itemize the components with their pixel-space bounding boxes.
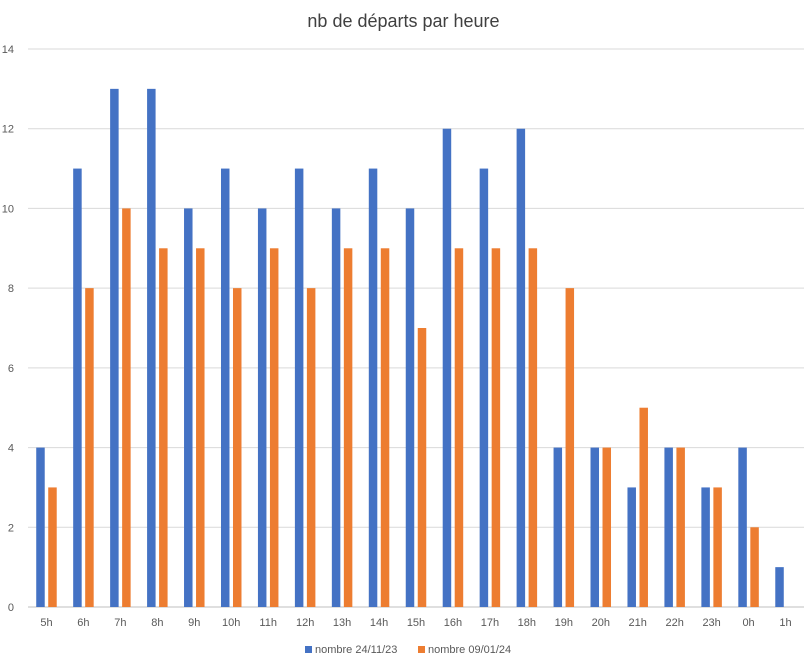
legend-swatch-series-1 xyxy=(305,646,312,653)
bar-19h-series-2 xyxy=(565,288,575,607)
bar-13h-series-1 xyxy=(331,208,341,607)
x-tick-label: 18h xyxy=(518,617,536,629)
bar-10h-series-1 xyxy=(220,168,230,608)
x-tick-label: 19h xyxy=(555,617,573,629)
bar-17h-series-2 xyxy=(491,248,501,608)
bar-8h-series-1 xyxy=(147,88,156,608)
x-tick-label: 23h xyxy=(702,617,720,629)
y-tick-label: 12 xyxy=(2,124,14,136)
bar-5h-series-1 xyxy=(36,447,45,607)
y-axis-ticks: 0 2 4 6 8 10 12 14 xyxy=(2,44,14,614)
y-tick-label: 6 xyxy=(8,363,14,375)
bar-7h-series-1 xyxy=(110,88,119,608)
bar-23h-series-2 xyxy=(713,487,722,607)
bar-9h-series-1 xyxy=(184,208,193,607)
bar-0h-series-2 xyxy=(750,527,759,607)
y-tick-label: 0 xyxy=(8,602,14,614)
bar-6h-series-1 xyxy=(73,168,82,608)
legend-label-series-1: nombre 24/11/23 xyxy=(315,644,397,656)
bar-9h-series-2 xyxy=(196,248,205,608)
bar-12h-series-1 xyxy=(294,168,304,608)
x-tick-label: 13h xyxy=(333,617,351,629)
bar-1h-series-1 xyxy=(775,567,784,607)
x-tick-label: 17h xyxy=(481,617,499,629)
gridlines xyxy=(28,48,804,608)
bar-19h-series-1 xyxy=(553,447,563,607)
bar-18h-series-2 xyxy=(528,248,538,608)
bar-5h-series-2 xyxy=(48,487,57,607)
x-tick-label: 22h xyxy=(665,617,683,629)
bar-21h-series-1 xyxy=(627,487,636,607)
x-tick-label: 7h xyxy=(114,617,126,629)
bar-10h-series-2 xyxy=(232,288,242,607)
y-tick-label: 10 xyxy=(2,203,14,215)
bar-13h-series-2 xyxy=(343,248,353,608)
y-tick-label: 14 xyxy=(2,44,14,56)
bar-15h-series-1 xyxy=(405,208,415,607)
legend: nombre 24/11/23 nombre 09/01/24 xyxy=(305,644,511,656)
x-tick-label: 0h xyxy=(742,617,754,629)
bar-18h-series-1 xyxy=(516,128,526,607)
x-tick-label: 8h xyxy=(151,617,163,629)
bar-16h-series-1 xyxy=(442,128,452,607)
bar-16h-series-2 xyxy=(454,248,464,608)
bar-21h-series-2 xyxy=(639,407,648,607)
x-tick-label: 5h xyxy=(40,617,52,629)
x-tick-label: 10h xyxy=(222,617,240,629)
bar-12h-series-2 xyxy=(306,288,316,607)
bar-23h-series-1 xyxy=(701,487,710,607)
y-tick-label: 2 xyxy=(8,522,14,534)
bar-11h-series-1 xyxy=(257,208,267,607)
chart-title: nb de départs par heure xyxy=(307,11,499,31)
bar-8h-series-2 xyxy=(159,248,168,608)
bar-14h-series-1 xyxy=(368,168,378,608)
x-tick-label: 12h xyxy=(296,617,314,629)
bar-22h-series-1 xyxy=(664,447,673,607)
x-tick-label: 15h xyxy=(407,617,425,629)
x-tick-label: 21h xyxy=(629,617,647,629)
bars xyxy=(36,88,784,608)
x-tick-label: 11h xyxy=(259,617,277,629)
x-tick-label: 16h xyxy=(444,617,462,629)
bar-11h-series-2 xyxy=(269,248,279,608)
legend-label-series-2: nombre 09/01/24 xyxy=(428,644,511,656)
x-tick-label: 1h xyxy=(779,617,791,629)
legend-swatch-series-2 xyxy=(418,646,425,653)
x-tick-label: 14h xyxy=(370,617,388,629)
bar-20h-series-1 xyxy=(590,447,600,607)
x-tick-label: 9h xyxy=(188,617,200,629)
y-tick-label: 4 xyxy=(8,443,14,455)
x-tick-label: 20h xyxy=(592,617,610,629)
bar-20h-series-2 xyxy=(602,447,612,607)
bar-15h-series-2 xyxy=(417,328,427,607)
bar-17h-series-1 xyxy=(479,168,489,608)
y-tick-label: 8 xyxy=(8,283,14,295)
bar-22h-series-2 xyxy=(676,447,685,607)
bar-0h-series-1 xyxy=(738,447,747,607)
x-axis-ticks: 5h 6h 7h 8h 9h 10h 11h 12h 13h 14h 15h 16h 17h 18h 19h… xyxy=(40,617,791,629)
bar-14h-series-2 xyxy=(380,248,390,608)
bar-7h-series-2 xyxy=(122,208,131,607)
x-tick-label: 6h xyxy=(77,617,89,629)
bar-6h-series-2 xyxy=(85,288,94,607)
